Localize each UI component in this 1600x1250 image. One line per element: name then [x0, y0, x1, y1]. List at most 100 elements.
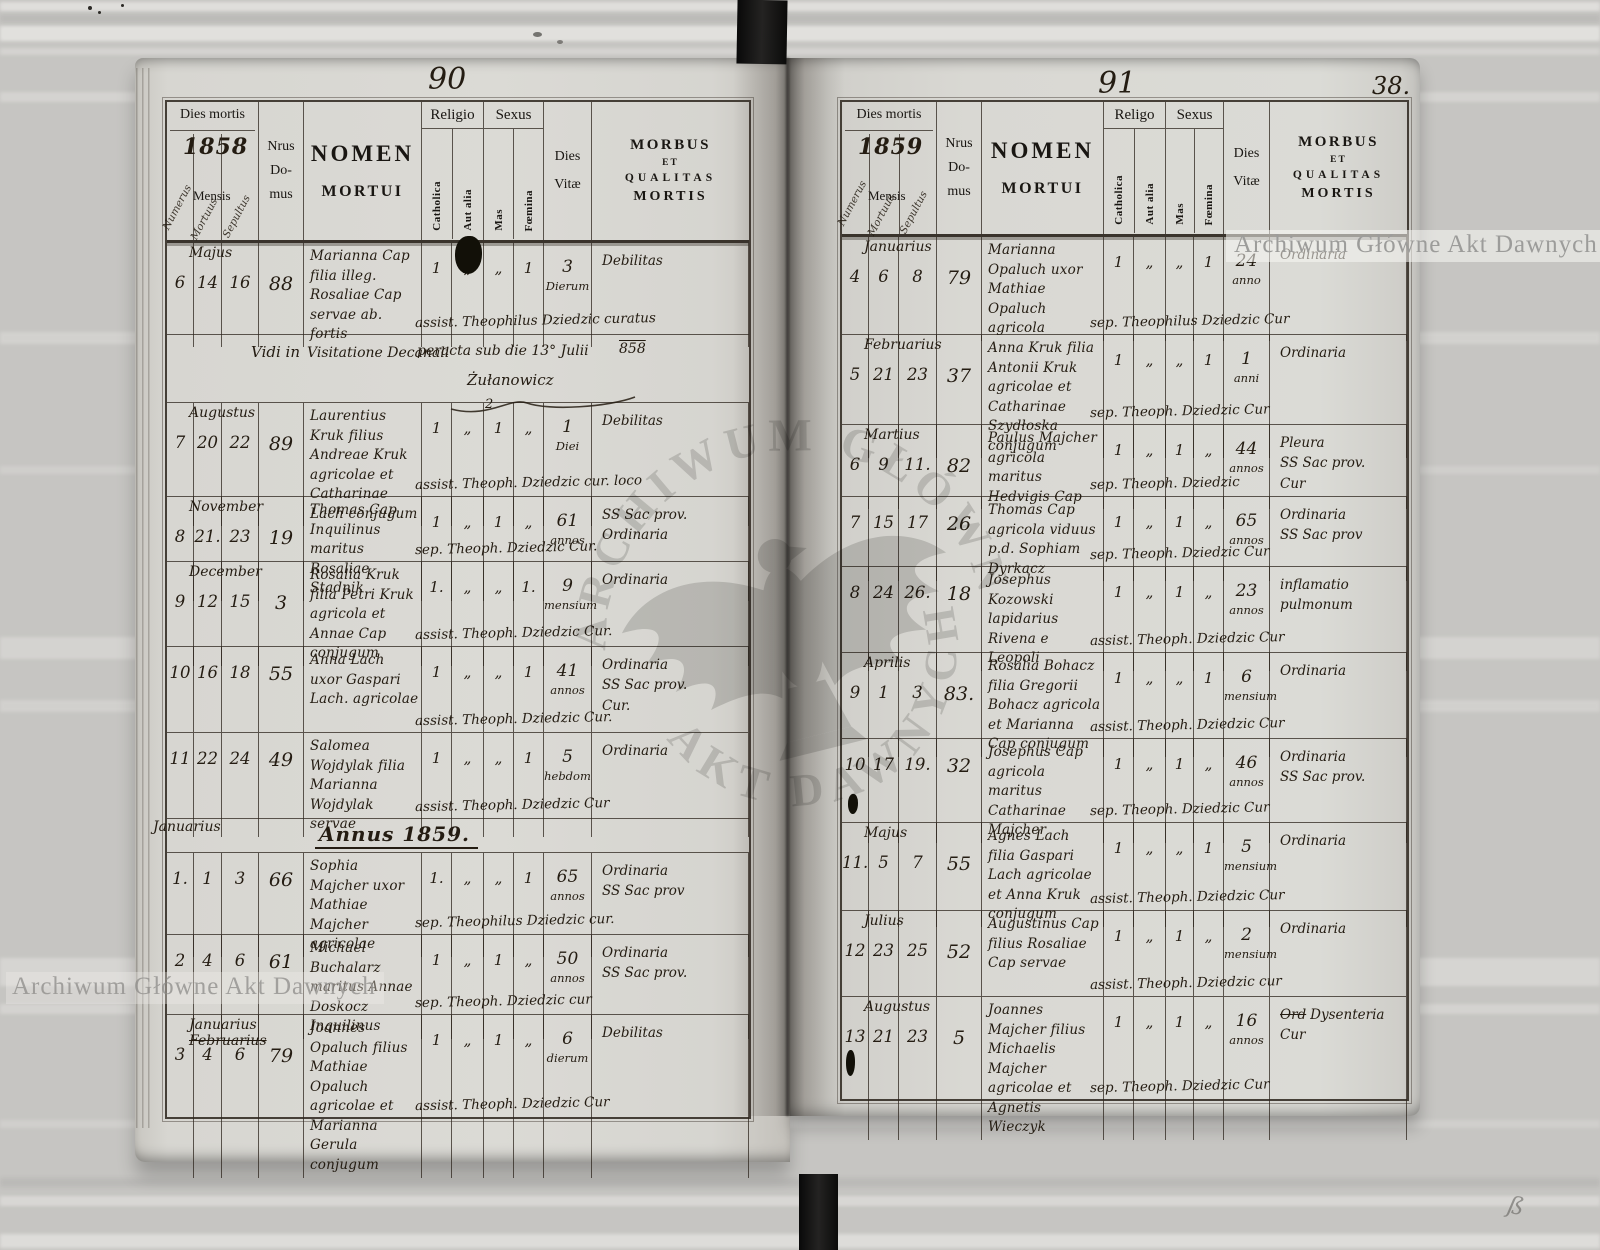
- mas-mark-cell: 1: [1166, 997, 1194, 1140]
- catholica-mark-cell: 1: [1104, 997, 1134, 1140]
- annus-title: Annus 1859.: [315, 822, 478, 849]
- age-unit: Dierum: [545, 279, 590, 293]
- register-entry-row: 10 17 19. 32 Josephus Cap agricola maritus C…: [842, 739, 1407, 843]
- month-label: Majus: [864, 825, 908, 841]
- struck-morbus-text: Ord: [1280, 1007, 1307, 1023]
- aut-alia-mark-cell: „: [1134, 335, 1166, 459]
- house-number-cell: 61: [259, 935, 304, 1039]
- diagonal-label-numerus: Numerus: [160, 182, 195, 232]
- vidi-signature: Żułanowicz: [467, 371, 554, 389]
- register-entry-row: 9 1 3 83. Rosalia Bohacz filia Gregorii Boha…: [842, 653, 1407, 757]
- age-number: 23: [1235, 581, 1258, 601]
- header-dies-mortis-group: Dies mortis 1859 Mensis Numerus Mortuus …: [835, 102, 937, 238]
- morbus-cell: Ordinaria: [1270, 653, 1407, 757]
- mortis-label: MORTIS: [1301, 186, 1376, 201]
- entry-number-cell: 10: [167, 647, 194, 732]
- death-date-cell: 1: [194, 853, 222, 957]
- morbus-text: Pleura SS Sac prov. Cur: [1280, 435, 1366, 492]
- age-number: 61: [556, 511, 579, 531]
- age-unit: annos: [1229, 775, 1264, 789]
- morbus-text: Ordinaria: [1280, 833, 1347, 849]
- house-number-cell: 32: [937, 739, 982, 843]
- entry-number-cell: 5: [842, 335, 869, 459]
- mas-column-header: Mas: [484, 129, 514, 239]
- entry-number-cell: 6: [167, 243, 194, 347]
- age-number: 65: [556, 867, 579, 887]
- month-label: Aprilis: [864, 655, 911, 671]
- foemina-mark-cell: 1: [1194, 653, 1224, 757]
- burial-date-cell: 22: [222, 403, 259, 527]
- age-number: 3: [562, 257, 573, 277]
- aut-alia-mark-cell: „: [1134, 739, 1166, 843]
- dies-label: Dies: [554, 149, 581, 164]
- catholica-mark-cell: 1: [422, 403, 452, 527]
- catholica-mark-cell: 1: [422, 733, 452, 837]
- age-unit: annos: [550, 971, 585, 985]
- paraph-numeral: 2: [485, 397, 494, 412]
- register-entry-row: 8 24 26. 18 Josephus Kozowski lapidarius Riv…: [842, 567, 1407, 671]
- burial-date-cell: 23: [222, 497, 259, 601]
- catholica-label: Catholica: [1113, 175, 1125, 225]
- dies-vitae-cell: 5 hebdom: [544, 733, 592, 837]
- mas-mark-cell: „: [484, 647, 514, 732]
- page-number-left: 90: [428, 62, 467, 97]
- deceased-name-cell: Salomea Wojdylak filia Marianna Wojdylak…: [304, 733, 422, 837]
- house-number-cell: 66: [259, 853, 304, 957]
- scan-speck: [88, 6, 92, 10]
- visitation-note-row: Vidi in Visitatione Decanali peracta sub d…: [167, 335, 749, 413]
- entry-number-cell: 9: [167, 562, 194, 666]
- header-sexus-group: Sexus Mas Fœmina: [1166, 102, 1224, 234]
- year-handwritten: 1859: [858, 134, 924, 160]
- catholica-mark-cell: 1: [422, 243, 452, 347]
- aut-alia-mark-cell: „: [452, 647, 484, 732]
- qualitas-label: QUALITAS: [624, 172, 717, 184]
- house-number-cell: 55: [259, 647, 304, 732]
- ink-blot: [455, 236, 482, 274]
- morbus-text: SS Sac prov. Ordinaria: [602, 507, 688, 544]
- scan-streak: [0, 26, 1600, 41]
- entry-number-cell: 6: [842, 425, 869, 510]
- sexus-label: Sexus: [484, 102, 543, 129]
- mas-mark-cell: „: [1166, 823, 1194, 927]
- house-number-cell: 5: [937, 997, 982, 1140]
- header-nomen-mortui: NOMEN MORTUI: [304, 102, 422, 240]
- header-dies-vitae: Dies Vitæ: [544, 102, 592, 240]
- header-subline: [869, 134, 871, 234]
- month-label: Januarius: [864, 239, 932, 255]
- register-page-right: Dies mortis 1859 Mensis Numerus Mortuus …: [790, 58, 1420, 1140]
- catholica-mark-cell: 1.: [422, 562, 452, 666]
- age-unit: anni: [1233, 371, 1260, 385]
- nrus-label: Nrus: [945, 136, 973, 152]
- age-unit: Diei: [555, 439, 580, 453]
- mas-label: Mas: [1174, 203, 1186, 225]
- house-number-cell: 49: [259, 733, 304, 837]
- morbus-cell: Ordinaria SS Sac prov: [592, 853, 749, 957]
- dies-vitae-cell: 65 annos: [1224, 497, 1270, 582]
- deceased-name-cell: Laurentius Kruk filius Andreae Kruk agri…: [304, 403, 422, 527]
- foemina-column-header: Fœmina: [1195, 129, 1223, 233]
- house-number-cell: 79: [937, 237, 982, 341]
- catholica-mark-cell: 1: [1104, 911, 1134, 996]
- ink-blot: [846, 1050, 855, 1076]
- table-body-right: 4 6 8 79 Marianna Opaluch uxor Mathiae Opalu…: [842, 237, 1407, 1140]
- mas-mark-cell: „: [484, 733, 514, 837]
- scan-speck: [98, 11, 101, 14]
- mas-mark-cell: 1: [484, 403, 514, 527]
- mas-column-header: Mas: [1166, 129, 1195, 233]
- house-number-cell: 52: [937, 911, 982, 996]
- register-entry-row: 6 14 16 88 Marianna Cap filia illeg. Rosalia…: [167, 243, 749, 347]
- morbus-text: Ordinaria SS Sac prov.: [602, 945, 688, 982]
- morbus-text: Ordinaria SS Sac prov.: [1280, 749, 1366, 786]
- age-number: 6: [1241, 667, 1252, 687]
- morbus-cell: Ordinaria: [1270, 911, 1407, 996]
- morbus-cell: Ordinaria SS Sac prov.: [1270, 739, 1407, 843]
- age-number: 5: [562, 747, 573, 767]
- catholica-column-header: Catholica: [422, 129, 453, 239]
- month-label: Augustus: [864, 999, 931, 1015]
- foemina-label: Fœmina: [522, 189, 535, 232]
- burial-date-cell: 23: [899, 997, 937, 1140]
- scan-smudge: [557, 40, 563, 44]
- death-date-cell: 1: [869, 653, 899, 757]
- aut-alia-column-header: Aut alia: [1135, 129, 1165, 233]
- age-number: 1: [562, 417, 573, 437]
